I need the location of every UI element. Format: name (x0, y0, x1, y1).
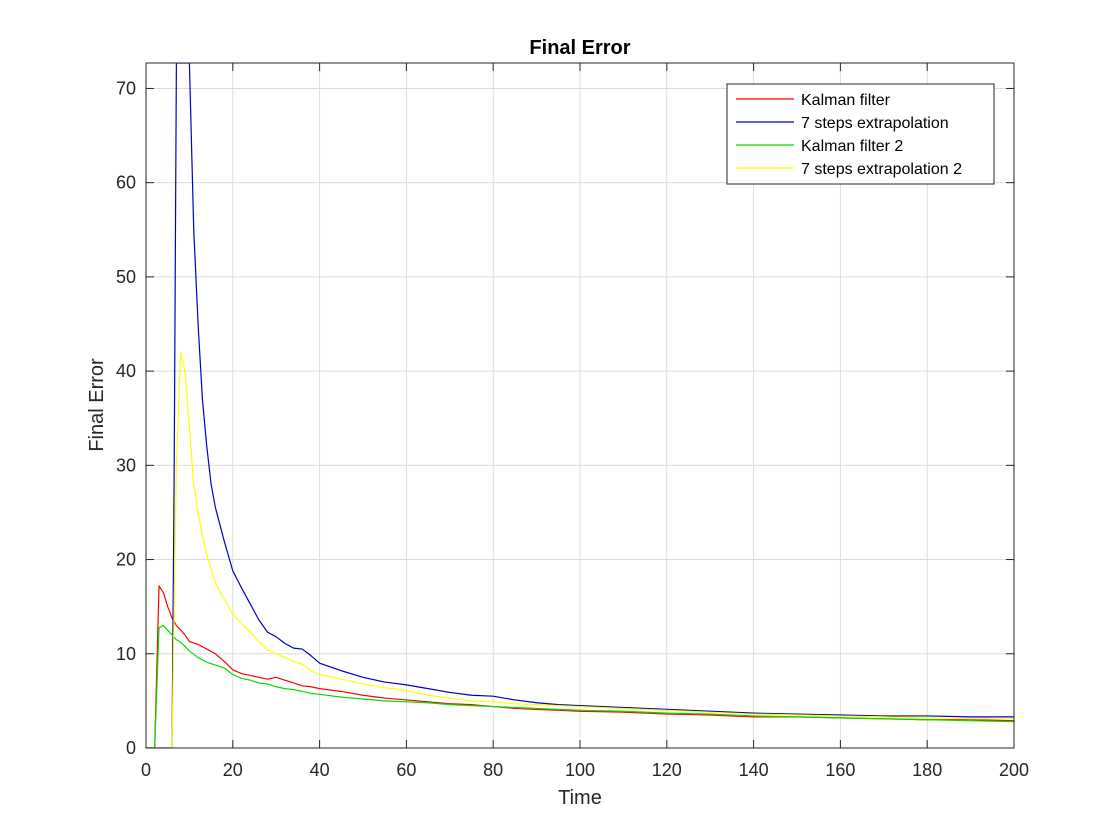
y-tick-label: 60 (116, 173, 136, 193)
x-tick-label: 20 (223, 760, 243, 780)
series-line-1 (146, 585, 1014, 748)
ticks (145, 63, 1015, 749)
series-layer (146, 63, 1014, 748)
x-tick-label: 100 (565, 760, 595, 780)
y-tick-label: 50 (116, 267, 136, 287)
x-tick-label: 180 (912, 760, 942, 780)
legend-label-1: Kalman filter (801, 92, 891, 109)
y-tick-label: 70 (116, 78, 136, 98)
chart-title: Final Error (529, 37, 630, 59)
y-tick-labels: 0 10 20 30 40 50 60 70 (116, 78, 136, 758)
x-tick-label: 120 (652, 760, 682, 780)
series-line-4 (146, 351, 1014, 748)
legend-label-2: 7 steps extrapolation (801, 115, 949, 132)
x-tick-label: 200 (999, 760, 1029, 780)
x-tick-label: 60 (396, 760, 416, 780)
y-tick-label: 30 (116, 455, 136, 475)
legend-items: Kalman filter 7 steps extrapolation Kalman… (736, 92, 962, 178)
legend-label-3: Kalman filter 2 (801, 138, 903, 155)
x-tick-label: 160 (825, 760, 855, 780)
y-tick-label: 0 (126, 738, 136, 758)
y-tick-label: 40 (116, 361, 136, 381)
legend-box (726, 83, 995, 185)
x-tick-label: 0 (141, 760, 151, 780)
y-tick-label: 20 (116, 550, 136, 570)
y-tick-label: 10 (116, 644, 136, 664)
series-line-2 (146, 63, 1014, 748)
legend: Kalman filter 7 steps extrapolation Kalman… (726, 83, 995, 185)
x-tick-labels: 0 20 40 60 80 100 120 140 160 180 200 (141, 760, 1029, 780)
x-tick-label: 140 (739, 760, 769, 780)
legend-label-4: 7 steps extrapolation 2 (801, 161, 962, 178)
x-tick-label: 40 (310, 760, 330, 780)
x-tick-label: 80 (483, 760, 503, 780)
x-axis-label: Time (558, 787, 602, 809)
y-axis-label: Final Error (86, 358, 108, 452)
series-line-3 (146, 624, 1014, 748)
